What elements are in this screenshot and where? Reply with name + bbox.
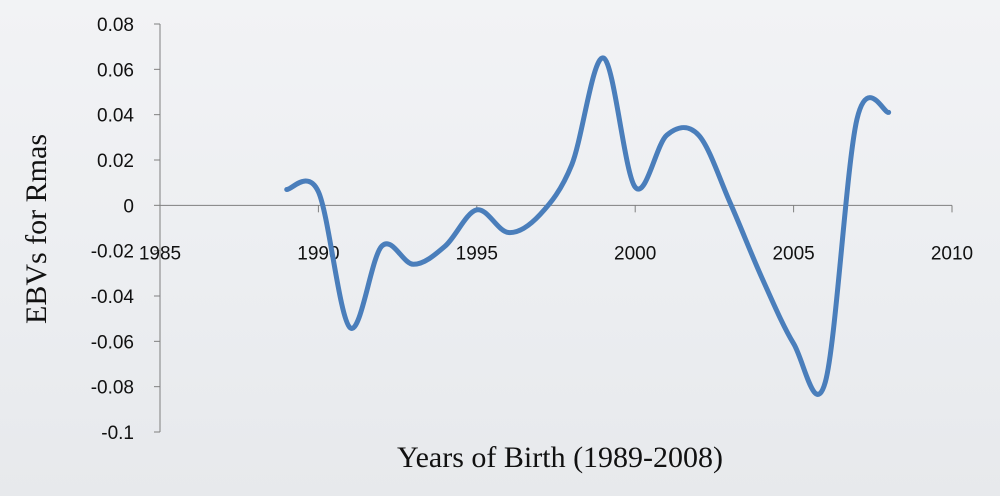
y-tick-label: 0.06 (97, 60, 134, 81)
y-tick-label: 0.02 (97, 151, 134, 172)
y-tick-label: -0.02 (91, 242, 134, 263)
series-line (284, 55, 892, 397)
y-tick-label: -0.04 (91, 287, 135, 308)
x-axis: 1985 1990 1995 2000 2005 2010 (139, 204, 973, 264)
x-tick-label: 2000 (614, 243, 656, 264)
y-tick-label: -0.1 (101, 423, 134, 444)
y-tick-label: -0.06 (91, 332, 134, 353)
y-axis-title: EBVs for Rmas (20, 134, 53, 324)
x-tick-label: 1985 (139, 243, 181, 264)
y-tick-label: -0.08 (91, 378, 134, 399)
y-tick-label: 0 (123, 196, 134, 217)
y-tick-label: 0.04 (97, 106, 134, 127)
y-tick-label: 0.08 (97, 15, 134, 36)
x-axis-title: Years of Birth (1989-2008) (397, 441, 723, 474)
y-axis: 0.08 0.06 0.04 0.02 0 -0.02 -0.04 -0.06 -0.08 -0.… (91, 15, 161, 444)
x-tick-label: 1995 (456, 243, 498, 264)
series-group (284, 55, 892, 397)
x-tick-label: 2010 (931, 243, 973, 264)
x-tick-label: 2005 (772, 243, 814, 264)
